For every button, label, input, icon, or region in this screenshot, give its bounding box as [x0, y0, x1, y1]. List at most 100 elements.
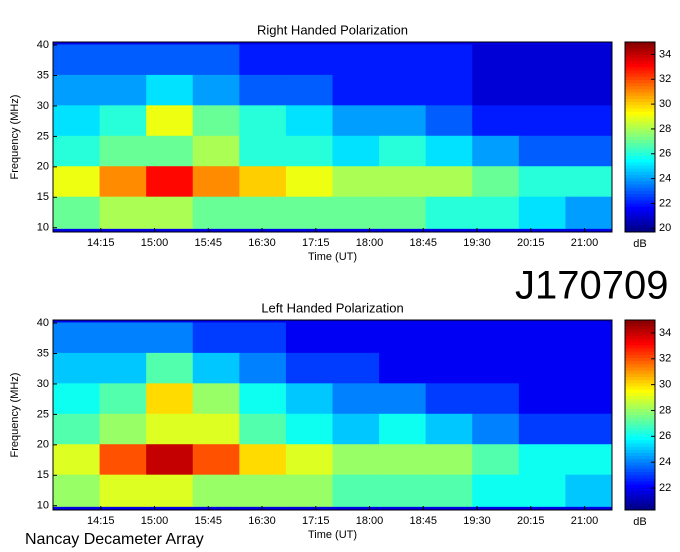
heat-cell [518, 352, 566, 386]
heat-cell [518, 322, 566, 355]
colorbar-swatch [625, 396, 655, 400]
heat-cell [518, 44, 566, 77]
colorbar-swatch [625, 449, 655, 454]
heat-cell [379, 74, 427, 108]
heat-cell [239, 44, 287, 77]
heat-cell [472, 413, 520, 446]
y-tick-label: 25 [37, 130, 49, 142]
heat-cell [146, 196, 194, 229]
heat-cell [285, 166, 333, 199]
colorbar-tick-label: 30 [659, 98, 671, 110]
colorbar-swatch [625, 383, 655, 387]
plot-frame [52, 41, 613, 233]
heat-cell [518, 444, 566, 477]
chart-title: Left Handed Polarization [261, 300, 403, 315]
colorbar-swatch [625, 500, 655, 505]
colorbar-swatch [625, 105, 655, 109]
colorbar-swatch [625, 478, 655, 482]
x-tick-label: 18:45 [410, 515, 438, 527]
heat-cell [146, 44, 194, 77]
footer: Nancay Decameter Array [25, 531, 204, 548]
x-tick-label: 16:30 [248, 515, 276, 527]
x-tick-label: 18:45 [410, 237, 438, 249]
x-tick-label: 20:15 [517, 515, 545, 527]
colorbar-swatch [625, 45, 655, 49]
colorbar-swatch [625, 497, 655, 501]
y-tick-label: 40 [37, 39, 49, 51]
colorbar-swatch [625, 453, 655, 457]
y-tick-label: 15 [37, 191, 49, 203]
colorbar-swatch [625, 200, 655, 204]
heat-cell [518, 105, 566, 138]
colorbar-swatch [625, 430, 655, 435]
colorbar-swatch [625, 194, 655, 198]
heat-cell [472, 196, 520, 229]
heat-cell [99, 322, 147, 355]
heat-cell [285, 135, 333, 168]
colorbar-swatch [625, 225, 655, 230]
colorbar-swatch [625, 61, 655, 65]
heat-cell [99, 383, 147, 416]
colorbar-swatch [625, 216, 655, 220]
x-tick-label: 15:00 [141, 237, 169, 249]
colorbar-swatch [625, 418, 655, 422]
colorbar-swatch [625, 137, 655, 141]
heat-cell [146, 383, 194, 416]
colorbar-swatch [625, 361, 655, 365]
heat-cell [53, 74, 101, 108]
colorbar-swatch [625, 80, 655, 84]
heat-cell [565, 352, 613, 386]
colorbar-swatch [625, 465, 655, 470]
colorbar-swatch [625, 76, 655, 81]
y-tick-label: 30 [37, 100, 49, 112]
colorbar-frame [624, 319, 656, 511]
colorbar-swatch [625, 184, 655, 189]
colorbar-swatch [625, 367, 655, 372]
heat-cell [99, 166, 147, 199]
chart-title: Right Handed Polarization [257, 22, 408, 37]
colorbar-swatch [625, 130, 655, 135]
x-tick-label: 15:00 [141, 515, 169, 527]
colorbar-swatch [625, 348, 655, 353]
heat-cell [379, 44, 427, 77]
colorbar-swatch [625, 51, 655, 56]
colorbar-swatch [625, 118, 655, 122]
colorbar-swatch [625, 165, 655, 170]
heat-cell [99, 74, 147, 108]
colorbar-swatch [625, 472, 655, 476]
x-tick-label: 14:15 [87, 515, 115, 527]
colorbar-swatch [625, 339, 655, 343]
heat-cell [53, 413, 101, 446]
heat-cell [332, 474, 380, 507]
heat-cell [146, 444, 194, 477]
colorbar-swatch [625, 459, 655, 463]
colorbar-swatch [625, 408, 655, 413]
heat-cell [285, 474, 333, 507]
colorbar-swatch [625, 392, 655, 397]
colorbar-swatch [625, 127, 655, 132]
colorbar-swatch [625, 178, 655, 182]
heat-cell [239, 352, 287, 386]
colorbar-swatch [625, 114, 655, 119]
heat-cell [285, 322, 333, 355]
colorbar-swatch [625, 421, 655, 425]
heat-cell [285, 352, 333, 386]
y-tick-label: 35 [37, 347, 49, 359]
heat-cell [379, 383, 427, 416]
colorbar-swatch [625, 175, 655, 179]
heat-cell [472, 44, 520, 77]
colorbar-swatch [625, 83, 655, 87]
heat-cell [518, 74, 566, 108]
colorbar-swatch [625, 427, 655, 432]
y-tick-label: 40 [37, 317, 49, 329]
heat-cell [332, 196, 380, 229]
heat-cell [239, 413, 287, 446]
colorbar-swatch [625, 358, 655, 362]
colorbar-swatch [625, 389, 655, 394]
colorbar-swatch [625, 95, 655, 100]
colorbar-swatch [625, 133, 655, 138]
heat-cell [53, 196, 101, 229]
x-tick-label: 19:30 [463, 515, 491, 527]
heat-cell [239, 135, 287, 168]
heat-cell [332, 322, 380, 355]
